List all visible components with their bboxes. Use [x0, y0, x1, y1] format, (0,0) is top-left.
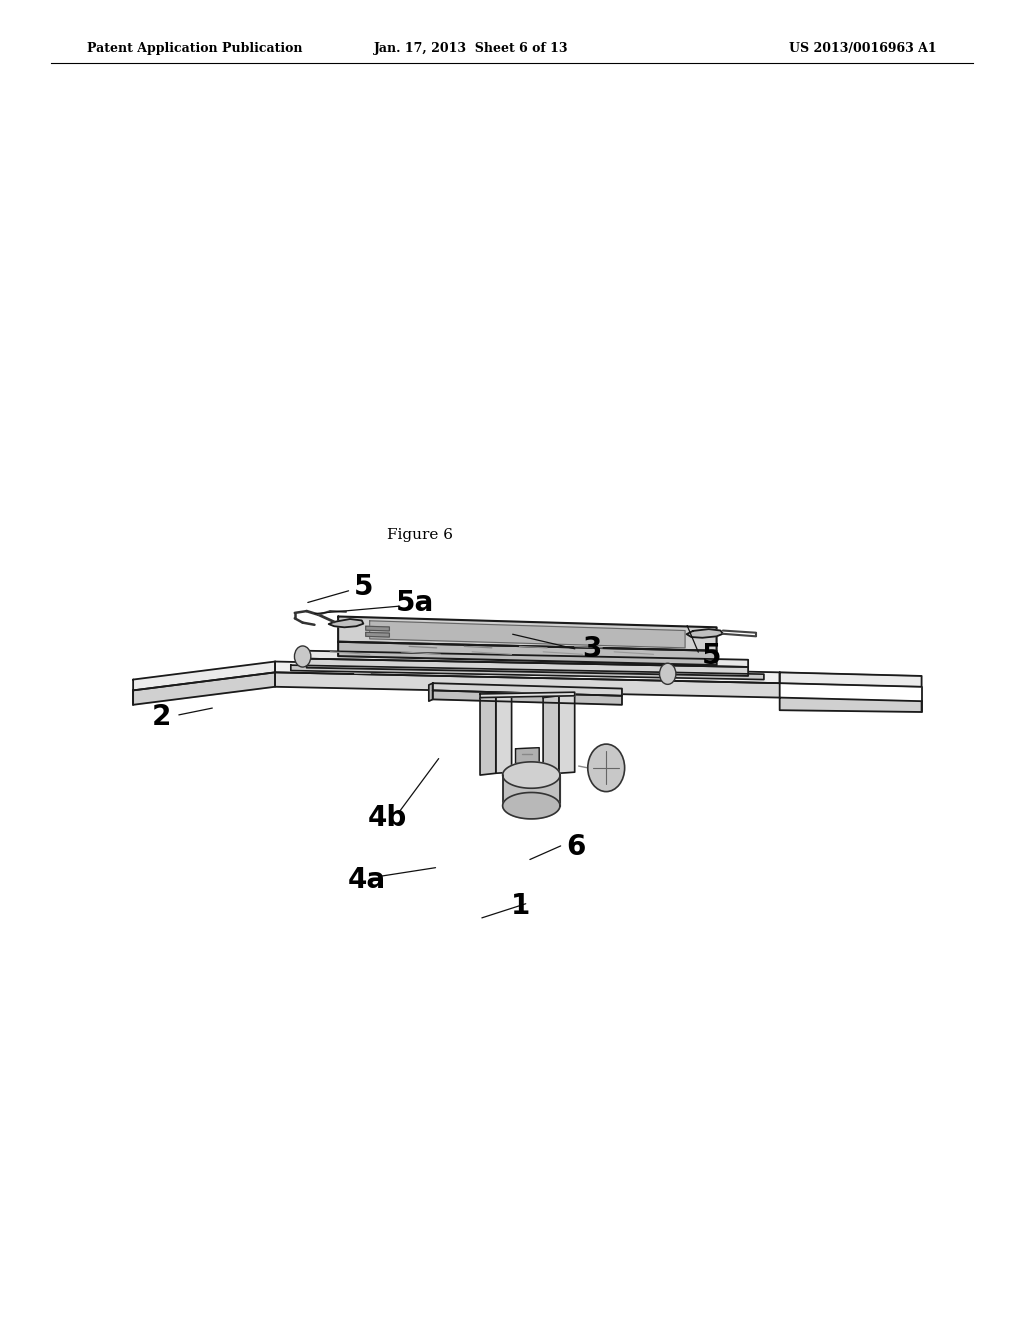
Text: 5: 5 [701, 642, 722, 671]
Polygon shape [779, 697, 922, 711]
Polygon shape [559, 694, 574, 774]
Polygon shape [480, 696, 496, 775]
Text: 1: 1 [511, 891, 529, 920]
Text: 4b: 4b [368, 804, 407, 833]
Polygon shape [329, 619, 364, 627]
Polygon shape [366, 632, 389, 638]
Polygon shape [370, 620, 685, 648]
Text: Jan. 17, 2013  Sheet 6 of 13: Jan. 17, 2013 Sheet 6 of 13 [374, 42, 568, 55]
Polygon shape [338, 616, 717, 651]
Polygon shape [433, 684, 622, 696]
Polygon shape [779, 672, 922, 686]
Polygon shape [275, 672, 779, 697]
Polygon shape [687, 630, 723, 638]
Circle shape [588, 744, 625, 792]
Text: US 2013/0016963 A1: US 2013/0016963 A1 [790, 42, 937, 55]
Circle shape [659, 663, 676, 684]
Text: 5a: 5a [395, 589, 434, 618]
Polygon shape [429, 684, 433, 701]
Polygon shape [338, 642, 717, 665]
Polygon shape [275, 661, 779, 684]
Polygon shape [306, 659, 749, 676]
Polygon shape [515, 747, 540, 763]
Polygon shape [306, 651, 749, 667]
Polygon shape [366, 626, 389, 631]
Polygon shape [291, 665, 764, 680]
Polygon shape [543, 696, 559, 775]
Polygon shape [480, 692, 574, 697]
Text: 5: 5 [353, 573, 374, 602]
Text: Patent Application Publication: Patent Application Publication [87, 42, 302, 55]
Polygon shape [433, 690, 622, 705]
Polygon shape [503, 762, 560, 788]
Text: 2: 2 [153, 702, 171, 731]
Polygon shape [503, 792, 560, 818]
Polygon shape [133, 672, 275, 705]
Text: Figure 6: Figure 6 [387, 528, 453, 541]
Text: 6: 6 [566, 833, 585, 862]
Text: 4a: 4a [347, 866, 386, 895]
Polygon shape [503, 775, 560, 805]
Circle shape [295, 645, 311, 667]
Polygon shape [133, 661, 275, 690]
Polygon shape [496, 694, 512, 774]
Text: 3: 3 [583, 635, 601, 664]
